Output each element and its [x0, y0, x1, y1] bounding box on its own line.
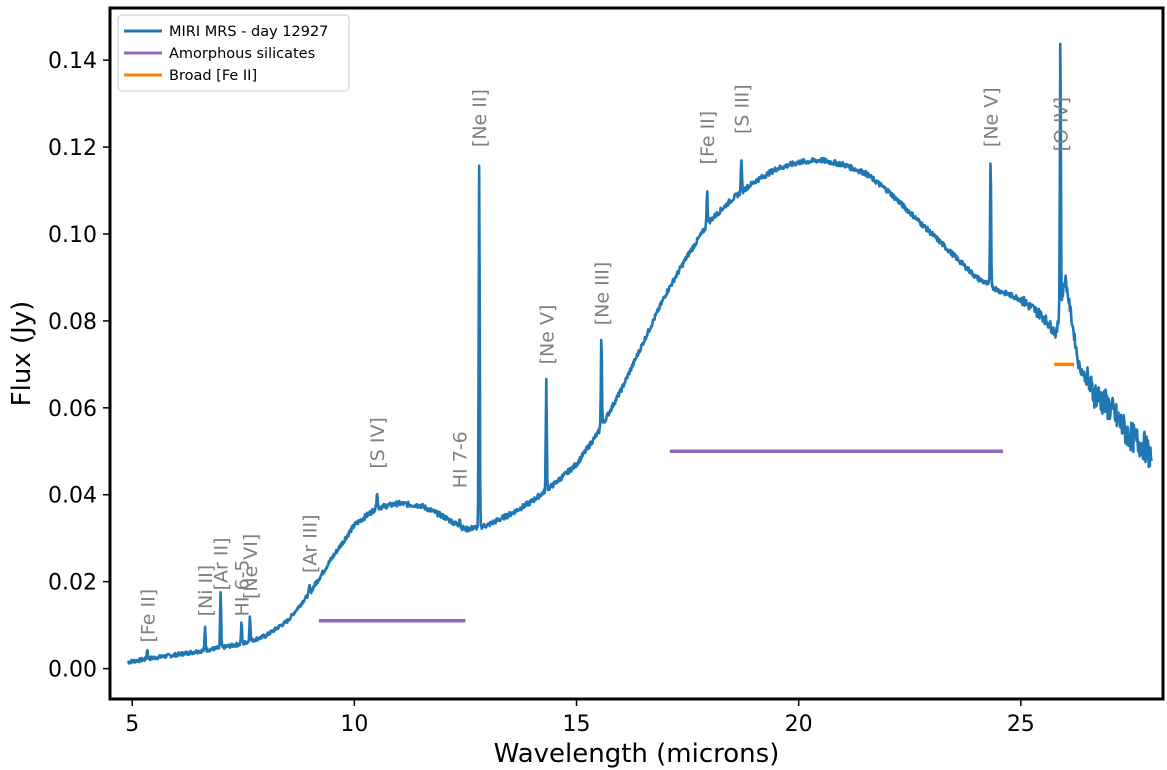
line-label: [O IV]	[1050, 97, 1072, 151]
y-tick-label: 0.10	[48, 223, 97, 248]
y-tick-label: 0.06	[48, 397, 97, 422]
legend-entry: MIRI MRS - day 12927	[169, 24, 328, 40]
y-tick-label: 0.00	[48, 658, 97, 683]
line-label: [Fe II]	[697, 111, 719, 165]
legend-box	[117, 14, 350, 92]
line-label: [S IV]	[367, 417, 389, 469]
y-tick-label: 0.02	[48, 571, 97, 596]
line-label: [Ne V]	[536, 305, 558, 365]
line-label: HI 6-5	[232, 559, 254, 616]
y-tick-label: 0.14	[48, 49, 97, 74]
x-tick-label: 20	[785, 712, 813, 737]
legend-entry: Amorphous silicates	[169, 46, 315, 62]
y-axis-label: Flux (Jy)	[7, 301, 37, 407]
legend: MIRI MRS - day 12927 Amorphous silicates B…	[117, 14, 350, 92]
spectrum-line	[127, 42, 1153, 665]
line-label: [Ar II]	[211, 537, 233, 590]
x-tick-label: 15	[563, 712, 591, 737]
line-label: [Ne III]	[591, 262, 613, 326]
y-tick-label: 0.08	[48, 310, 97, 335]
y-tick-label: 0.12	[48, 136, 97, 161]
line-label: [Ne VI]	[240, 534, 262, 599]
line-label: HI 7-6	[450, 431, 472, 488]
plot-area	[127, 42, 1153, 665]
line-label: [S III]	[731, 84, 753, 134]
line-label: [Ne V]	[981, 87, 1003, 147]
legend-entry: Broad [Fe II]	[169, 68, 257, 84]
axis-ticks: 5 10 15 20 25 0.00 0.02 0.04 0.06 0.08 0.10 0.12 0.1…	[48, 49, 1035, 737]
x-tick-label: 10	[340, 712, 368, 737]
x-tick-label: 25	[1007, 712, 1035, 737]
line-label: [Ar III]	[299, 514, 321, 572]
x-axis-label: Wavelength (microns)	[494, 739, 780, 769]
line-label: [Ni II]	[195, 565, 217, 617]
plot-frame	[108, 6, 1165, 701]
y-tick-label: 0.04	[48, 484, 97, 509]
line-annotations: [Fe II] [Ni II][Ar II]HI 6-5[Ne VI] [Ar II…	[137, 84, 1072, 642]
x-tick-label: 5	[125, 712, 139, 737]
line-label: [Ne II]	[469, 89, 491, 147]
line-label: [Fe II]	[137, 589, 159, 643]
